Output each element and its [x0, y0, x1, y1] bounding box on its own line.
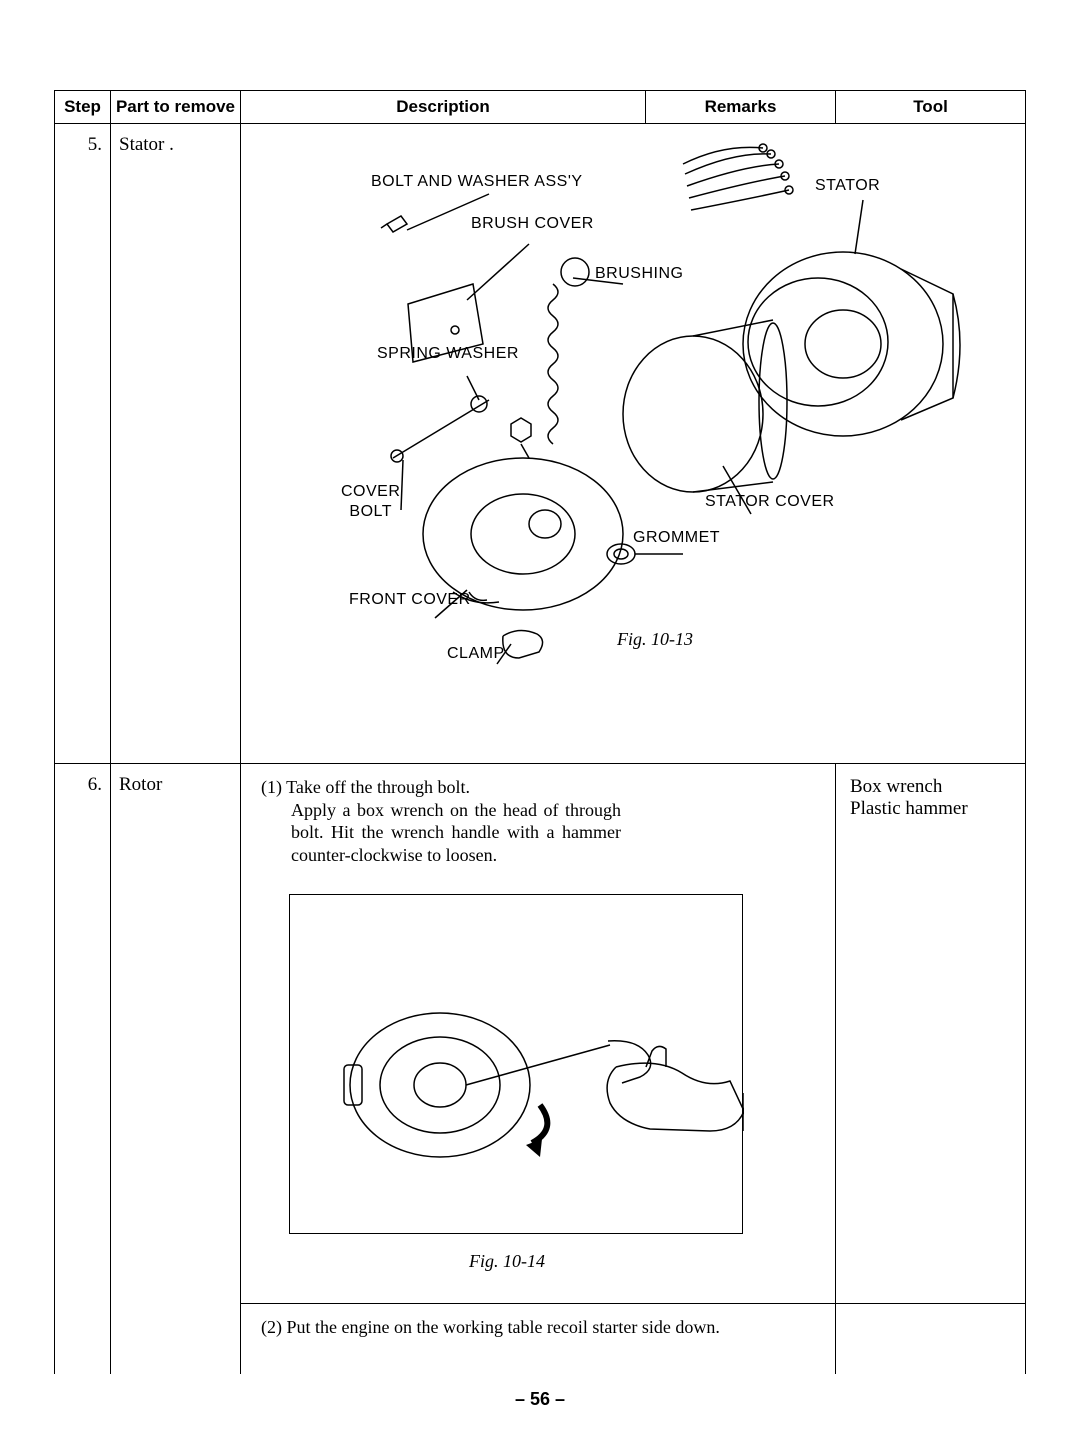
header-row: Step Part to remove Description Remarks … — [55, 91, 1026, 124]
step-6-tool: Box wrench Plastic hammer — [836, 764, 1026, 1304]
row-5: 5. Stator . — [55, 124, 1026, 764]
step-6-tool-b — [836, 1304, 1026, 1374]
step-6-desc1: (1) Take off the through bolt. Apply a b… — [241, 764, 836, 1304]
fig-10-14: Fig. 10-14 — [469, 1250, 545, 1273]
tool-box-wrench: Box wrench — [850, 776, 1011, 798]
lbl-brush-cover: BRUSH COVER — [471, 214, 594, 234]
step-5-num: 5. — [55, 124, 111, 764]
lbl-stator: STATOR — [815, 176, 880, 196]
step-6-num: 6. — [55, 764, 111, 1374]
step-5-part: Stator . — [111, 124, 241, 764]
lbl-bolt-washer: BOLT AND WASHER ASS'Y — [371, 172, 583, 192]
lbl-brushing: BRUSHING — [595, 264, 683, 284]
col-step: Step — [55, 91, 111, 124]
lbl-grommet: GROMMET — [633, 528, 720, 548]
lbl-clamp: CLAMP — [447, 644, 505, 664]
col-tool: Tool — [836, 91, 1026, 124]
row-6a: 6. Rotor (1) Take off the through bolt. … — [55, 764, 1026, 1304]
lbl-front-cover: FRONT COVER — [349, 590, 471, 610]
col-desc: Description — [241, 91, 646, 124]
step6-body: Apply a box wrench on the head of throug… — [261, 799, 621, 867]
fig-10-14-frame — [289, 894, 743, 1234]
page-number: – 56 – — [0, 1389, 1080, 1410]
lbl-spring-washer: SPRING WASHER — [377, 344, 519, 364]
fig-10-13: Fig. 10-13 — [617, 628, 693, 651]
step6-text2: (2) Put the engine on the working table … — [261, 1316, 815, 1339]
lbl-cover-bolt: COVER BOLT — [341, 482, 400, 522]
col-rem: Remarks — [646, 91, 836, 124]
lbl-stator-cover: STATOR COVER — [705, 492, 835, 512]
step-6-part: Rotor — [111, 764, 241, 1374]
step-5-diagram-cell: BOLT AND WASHER ASS'Y BRUSH COVER BRUSHI… — [241, 124, 1026, 764]
tool-plastic-hammer: Plastic hammer — [850, 798, 1011, 820]
step6-line1: (1) Take off the through bolt. — [261, 776, 621, 799]
rotor-wrench-svg — [290, 895, 744, 1235]
stator-exploded-svg — [241, 124, 1025, 744]
disassembly-table: Step Part to remove Description Remarks … — [54, 90, 1026, 1374]
step-6-desc2: (2) Put the engine on the working table … — [241, 1304, 836, 1374]
col-part: Part to remove — [111, 91, 241, 124]
